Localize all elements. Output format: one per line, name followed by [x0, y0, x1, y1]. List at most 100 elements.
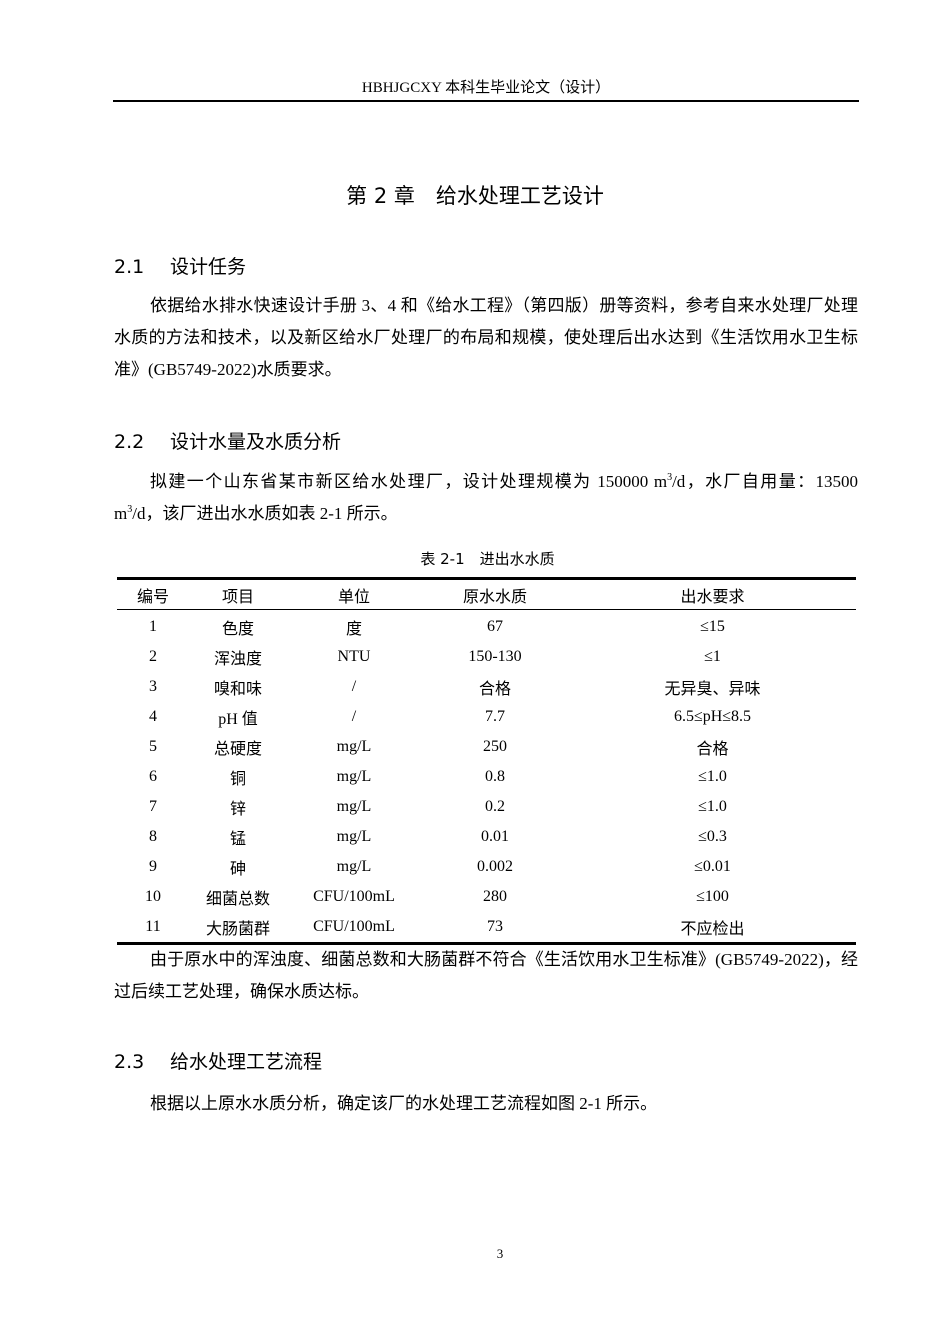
table-row: 5 总硬度 mg/L 250 合格	[117, 732, 856, 762]
section-number: 2.3	[114, 1051, 145, 1073]
table-row: 7 锌 mg/L 0.2 ≤1.0	[117, 792, 856, 822]
column-header: 项目	[221, 588, 254, 606]
table-cell: CFU/100mL	[313, 888, 395, 905]
section-title: 设计水量及水质分析	[170, 431, 342, 453]
table-cell: 4	[149, 708, 157, 725]
column-header: 出水要求	[680, 588, 745, 606]
table-cell: pH 值	[218, 711, 258, 728]
table-cell: NTU	[337, 648, 371, 665]
page-number: 3	[496, 1246, 504, 1261]
table-cell: mg/L	[336, 798, 372, 815]
table-cell: 0.8	[485, 768, 505, 785]
table-cell: ≤100	[696, 888, 729, 905]
table-cell: mg/L	[336, 738, 372, 755]
table-cell: 锌	[229, 801, 246, 818]
table-cell: 150-130	[468, 648, 522, 665]
section-heading-2-3: 2.3 给水处理工艺流程	[114, 1047, 322, 1074]
table-cell: ≤1.0	[698, 798, 727, 815]
table-cell: 无异臭、异味	[664, 681, 761, 698]
table-cell: 合格	[696, 741, 729, 758]
table-cell: 细菌总数	[205, 891, 270, 908]
table-cell: 嗅和味	[213, 681, 262, 698]
table-cell: 3	[149, 678, 157, 695]
section-title: 给水处理工艺流程	[170, 1051, 323, 1073]
table-cell: 250	[483, 738, 507, 755]
table-row: 4 pH 值 / 7.7 6.5≤pH≤8.5	[117, 702, 856, 732]
paragraph-water-quantity: 拟建一个山东省某市新区给水处理厂，设计处理规模为 150000 m3/d，水厂自…	[114, 466, 858, 530]
text-span: 拟建一个山东省某市新区给水处理厂，设计处理规模为 150000 m	[150, 472, 668, 491]
table-cell: 8	[149, 828, 157, 845]
table-cell: 度	[345, 621, 362, 638]
table-cell: ≤0.01	[694, 858, 731, 875]
table-cell: 2	[149, 648, 157, 665]
header-rule	[113, 100, 859, 102]
table-cell: 280	[483, 888, 507, 905]
section-title: 设计任务	[170, 256, 247, 278]
table-cell: 大肠菌群	[205, 921, 270, 938]
table-cell: 6.5≤pH≤8.5	[673, 708, 752, 725]
table-row: 11 大肠菌群 CFU/100mL 73 不应检出	[117, 912, 856, 942]
water-quality-table: 编号 项目 单位 原水水质 出水要求 1 色度度 67 ≤15 2 浑浊度 NTU 150-1…	[117, 577, 856, 945]
table-cell: /	[351, 708, 357, 725]
table-cell: 5	[149, 738, 157, 755]
paragraph-process-flow: 根据以上原水水质分析，确定该厂的水处理工艺流程如图 2-1 所示。	[150, 1094, 658, 1113]
text-span: /d，水厂自用量：13500 m	[114, 472, 858, 523]
table-header-row: 编号 项目 单位 原水水质 出水要求	[117, 580, 856, 609]
table-caption: 表 2-1 进出水水质	[420, 550, 555, 568]
paragraph-design-task: 依据给水排水快速设计手册 3、4 和《给水工程》（第四版）册等资料，参考自来水处…	[114, 296, 858, 379]
column-header: 编号	[136, 588, 169, 606]
section-number: 2.1	[114, 256, 145, 278]
table-cell: 7	[149, 798, 157, 815]
table-cell: 6	[149, 768, 157, 785]
table-cell: ≤1.0	[698, 768, 727, 785]
section-number: 2.2	[114, 431, 145, 453]
table-cell: 合格	[478, 681, 511, 698]
running-header: HBHJGCXY 本科生毕业论文（设计）	[361, 80, 611, 96]
column-header: 原水水质	[462, 588, 527, 606]
table-row: 3 嗅和味 / 合格 无异臭、异味	[117, 672, 856, 702]
table-header-rule	[117, 609, 856, 610]
section-heading-2-2: 2.2 设计水量及水质分析	[114, 427, 341, 454]
table-cell: 1	[149, 618, 157, 635]
table-row: 8 锰 mg/L 0.01 ≤0.3	[117, 822, 856, 852]
table-cell: mg/L	[336, 828, 372, 845]
table-cell: 0.01	[481, 828, 509, 845]
superscript: 3	[667, 472, 673, 483]
section-heading-2-1: 2.1 设计任务	[114, 252, 246, 279]
table-cell: ≤1	[704, 648, 721, 665]
table-cell: 0.002	[477, 858, 513, 875]
table-row: 6 铜 mg/L 0.8 ≤1.0	[117, 762, 856, 792]
table-cell: 10	[145, 888, 161, 905]
table-top-rule	[117, 577, 856, 580]
table-cell: 色度	[221, 621, 254, 638]
table-cell: 浑浊度	[213, 651, 262, 668]
table-cell: /	[351, 678, 357, 695]
table-cell: 铜	[229, 771, 246, 788]
table-cell: 不应检出	[680, 921, 745, 938]
superscript: 3	[127, 504, 133, 515]
table-cell: ≤15	[700, 618, 725, 635]
table-cell: ≤0.3	[698, 828, 727, 845]
chapter-title: 第 2 章 给水处理工艺设计	[346, 184, 604, 208]
table-cell: 0.2	[485, 798, 505, 815]
text-span: /d，该厂进出水水质如表 2-1 所示。	[132, 504, 398, 523]
table-cell: 砷	[229, 861, 246, 878]
table-cell: 总硬度	[213, 741, 262, 758]
table-cell: CFU/100mL	[313, 918, 395, 935]
table-cell: 67	[487, 618, 503, 635]
table-cell: 73	[487, 918, 503, 935]
table-cell: 锰	[229, 831, 246, 848]
table-cell: mg/L	[336, 768, 372, 785]
table-cell: 11	[145, 918, 161, 935]
column-header: 单位	[337, 588, 370, 606]
table-row: 2 浑浊度 NTU 150-130 ≤1	[117, 642, 856, 672]
table-cell: 9	[149, 858, 157, 875]
table-cell: mg/L	[336, 858, 372, 875]
table-body: 1 色度度 67 ≤15 2 浑浊度 NTU 150-130 ≤1 3 嗅和味 / 合格 无异臭、异味 4 p…	[117, 612, 856, 942]
table-row: 1 色度 度 67 ≤15	[117, 612, 856, 642]
table-row: 10 细菌总数 CFU/100mL 280 ≤100	[117, 882, 856, 912]
table-row: 9 砷 mg/L 0.002 ≤0.01	[117, 852, 856, 882]
table-cell: 7.7	[485, 708, 505, 725]
table-bottom-rule	[117, 942, 856, 945]
